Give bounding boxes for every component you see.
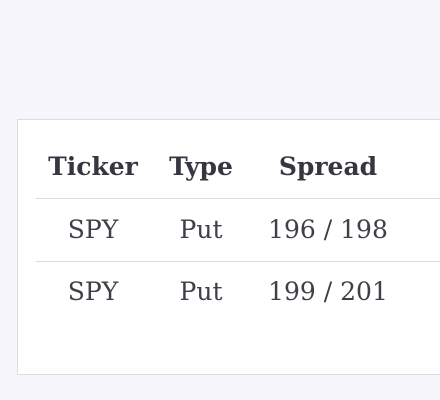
options-table-card (17, 119, 440, 375)
column-header-spread[interactable]: Spread (278, 152, 378, 181)
column-header-ticker[interactable]: Ticker (48, 152, 138, 181)
column-header-type[interactable]: Type (169, 152, 233, 181)
row-2-ticker: SPY (67, 277, 119, 306)
row-1-ticker: SPY (67, 215, 119, 244)
header-divider (36, 198, 440, 199)
row-divider (36, 261, 440, 262)
row-2-type: Put (179, 277, 223, 306)
row-2-spread: 199 / 201 (268, 277, 388, 306)
row-1-type: Put (179, 215, 223, 244)
row-1-spread: 196 / 198 (268, 215, 388, 244)
